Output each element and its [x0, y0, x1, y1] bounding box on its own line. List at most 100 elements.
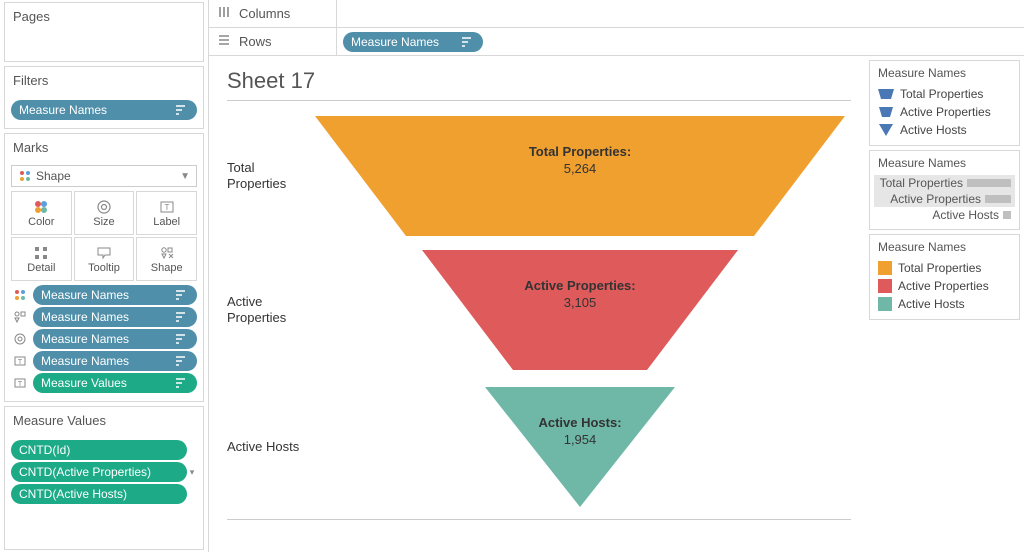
encoding-pill-label1[interactable]: Measure Names: [33, 351, 197, 371]
pages-panel: Pages: [4, 2, 204, 62]
legend-item-label: Active Hosts: [878, 208, 1003, 222]
legend-item-label: Total Properties: [898, 261, 981, 275]
mark-size-button[interactable]: Size: [74, 191, 135, 235]
left-sidebar: Pages Filters Measure Names Marks Shape …: [0, 0, 209, 552]
mark-detail-button[interactable]: Detail: [11, 237, 72, 281]
encoding-pill-shape[interactable]: Measure Names: [33, 307, 197, 327]
measure-value-pill-1[interactable]: CNTD(Active Properties): [11, 462, 187, 482]
legend-item-label: Total Properties: [900, 87, 983, 101]
shape-icon: [878, 89, 894, 99]
svg-text:T: T: [18, 359, 23, 366]
mark-type-label: Shape: [36, 169, 71, 183]
legend-item[interactable]: Active Properties: [874, 191, 1015, 207]
columns-icon: [217, 5, 231, 22]
scrollbar[interactable]: ▾: [187, 438, 197, 506]
sort-icon: [175, 356, 189, 366]
svg-text:T: T: [18, 381, 23, 388]
pages-title: Pages: [5, 3, 203, 30]
size-bar: [967, 179, 1011, 187]
size-icon: [11, 332, 29, 346]
color-swatch: [878, 279, 892, 293]
pill-label: CNTD(Active Properties): [19, 465, 179, 479]
measure-value-pill-0[interactable]: CNTD(Id): [11, 440, 187, 460]
sheet-title: Sheet 17: [227, 68, 851, 100]
marks-title: Marks: [5, 134, 203, 161]
pill-label: CNTD(Id): [19, 443, 179, 457]
mark-label-button[interactable]: T Label: [136, 191, 197, 235]
legend-item[interactable]: Total Properties: [876, 259, 1013, 277]
rows-shelf[interactable]: Rows Measure Names: [209, 28, 1024, 56]
label-icon: T: [159, 198, 175, 216]
rows-drop-zone[interactable]: Measure Names: [337, 28, 1024, 55]
encoding-pill-size[interactable]: Measure Names: [33, 329, 197, 349]
legend-item[interactable]: Total Properties: [874, 175, 1015, 191]
legend-title: Measure Names: [870, 151, 1019, 173]
legend-item[interactable]: Active Properties: [876, 277, 1013, 295]
sort-icon: [175, 290, 189, 300]
funnel-segment[interactable]: Active Hosts:1,954: [309, 387, 851, 507]
legend-item[interactable]: Total Properties: [876, 85, 1013, 103]
legend-item[interactable]: Active Hosts: [874, 207, 1015, 223]
color-icon: [11, 288, 29, 302]
legend-item-label: Active Hosts: [900, 123, 967, 137]
shape-icon: [159, 244, 175, 262]
columns-drop-zone[interactable]: [337, 0, 1024, 27]
funnel-chart: TotalPropertiesTotal Properties:5,264Act…: [227, 101, 851, 517]
legend-title: Measure Names: [870, 235, 1019, 257]
legend-item[interactable]: Active Hosts: [876, 295, 1013, 313]
filter-pill-measure-names[interactable]: Measure Names: [11, 100, 197, 120]
columns-label: Columns: [239, 6, 290, 21]
tooltip-icon: [96, 244, 112, 262]
pill-label: Measure Names: [41, 310, 175, 324]
legend-item-label: Total Properties: [878, 176, 967, 190]
size-bar: [1003, 211, 1011, 219]
measure-value-pill-2[interactable]: CNTD(Active Hosts): [11, 484, 187, 504]
rows-pill-measure-names[interactable]: Measure Names: [343, 32, 483, 52]
legend-item-label: Active Properties: [898, 279, 989, 293]
mark-btn-label: Label: [153, 216, 180, 228]
legend-item-label: Active Properties: [878, 192, 985, 206]
encoding-pills: Measure Names Measure Names Measure Name…: [11, 285, 197, 393]
shape-icon: [11, 310, 29, 324]
encoding-pill-color[interactable]: Measure Names: [33, 285, 197, 305]
filters-panel: Filters Measure Names: [4, 66, 204, 129]
funnel-segment-label: Total Properties:5,264: [315, 144, 845, 176]
columns-shelf[interactable]: Columns: [209, 0, 1024, 28]
marks-panel: Marks Shape ▼ Color Size T: [4, 133, 204, 402]
mark-shape-button[interactable]: Shape: [136, 237, 197, 281]
worksheet-area: Columns Rows Measure Names Sheet 17 Tota…: [209, 0, 1024, 552]
color-legend: Measure Names Total Properties Active Pro…: [869, 234, 1020, 320]
encoding-pill-label2[interactable]: Measure Values: [33, 373, 197, 393]
divider: [227, 519, 851, 520]
marks-buttons: Color Size T Label Detail Tooltip: [11, 191, 197, 281]
mark-btn-label: Detail: [27, 262, 55, 274]
rows-label: Rows: [239, 34, 272, 49]
funnel-segment[interactable]: Total Properties:5,264: [309, 116, 851, 236]
sort-icon: [175, 378, 189, 388]
mark-type-dropdown[interactable]: Shape ▼: [11, 165, 197, 187]
viz-canvas: Sheet 17 TotalPropertiesTotal Properties…: [209, 56, 869, 552]
shape-icon: [878, 124, 894, 136]
funnel-row-label: ActiveProperties: [227, 294, 309, 325]
legends-column: Measure Names Total Properties Active Pro…: [869, 56, 1024, 552]
measure-values-panel: Measure Values CNTD(Id) CNTD(Active Prop…: [4, 406, 204, 550]
legend-item[interactable]: Active Hosts: [876, 121, 1013, 139]
mark-color-button[interactable]: Color: [11, 191, 72, 235]
mark-tooltip-button[interactable]: Tooltip: [74, 237, 135, 281]
color-swatch: [878, 261, 892, 275]
pill-label: Measure Names: [351, 35, 461, 49]
mark-btn-label: Color: [28, 216, 54, 228]
filters-title: Filters: [5, 67, 203, 94]
shape-legend: Measure Names Total PropertiesActive Pro…: [869, 60, 1020, 146]
detail-icon: [33, 244, 49, 262]
label-icon: T: [11, 376, 29, 390]
funnel-segment[interactable]: Active Properties:3,105: [309, 250, 851, 370]
chevron-down-icon: ▾: [190, 467, 195, 478]
pill-label: Measure Names: [41, 332, 175, 346]
color-swatch: [878, 297, 892, 311]
sort-icon: [175, 105, 189, 115]
pill-label: CNTD(Active Hosts): [19, 487, 179, 501]
pill-label: Measure Names: [19, 103, 175, 117]
rows-icon: [217, 33, 231, 50]
legend-item[interactable]: Active Properties: [876, 103, 1013, 121]
